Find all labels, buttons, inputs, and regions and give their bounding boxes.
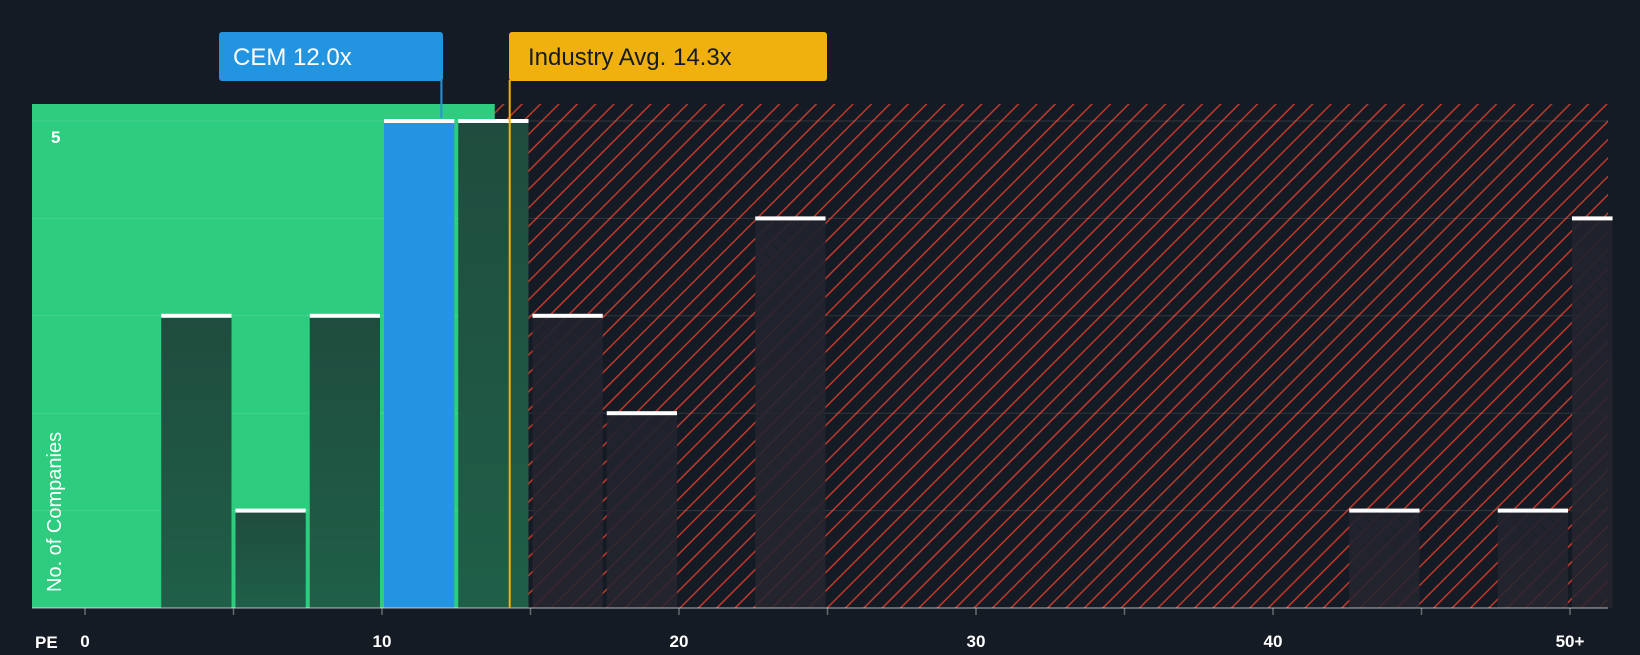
industry-avg-marker[interactable]: Industry Avg. 14.3x [508,32,827,608]
y-axis-label: No. of Companies [44,432,66,592]
industry-callout-label: Industry Avg. 14.3x [528,44,732,71]
x-axis-label: PE [35,633,58,650]
histogram-bar[interactable] [1497,510,1568,608]
bar-cap [1572,216,1613,221]
x-tick-label: 20 [670,632,689,650]
bar-cap [1497,508,1568,513]
histogram-bar[interactable] [309,315,380,608]
histogram-bar[interactable] [161,315,232,608]
histogram-bar[interactable] [532,315,603,608]
bar-cap [755,216,826,221]
company-callout-box [219,32,443,81]
x-tick-label: 30 [967,632,986,650]
bar-cap [309,313,380,318]
company-callout-label: CEM 12.0x [233,44,352,71]
x-tick-label: 0 [80,632,89,650]
y-axis-ticks: 5 [51,128,60,147]
bar-cap [606,411,677,416]
histogram-bar[interactable] [235,510,306,608]
histogram-bars [161,119,1613,608]
x-axis-ticks: 0 10 20 30 40 50+ [80,608,1585,651]
bar-cap [458,119,529,123]
histogram-bar[interactable] [606,413,677,608]
y-tick-label: 5 [51,128,60,147]
histogram-bar[interactable] [458,121,529,608]
company-pe-marker[interactable]: CEM 12.0x [219,32,443,118]
bar-cap [1349,508,1420,513]
histogram-bar[interactable] [384,121,455,608]
histogram-bar[interactable] [755,218,826,608]
x-tick-label: 40 [1264,632,1283,650]
industry-callout-box [509,32,827,81]
histogram-bar[interactable] [1572,218,1613,608]
overvalued-zone [494,104,1608,608]
bar-cap [235,508,306,513]
x-tick-label: 10 [373,632,392,650]
bar-cap [384,119,455,123]
histogram-bar[interactable] [1349,510,1420,608]
x-tick-label: 50+ [1556,632,1585,650]
bar-cap [161,313,232,318]
bar-cap [532,313,603,318]
